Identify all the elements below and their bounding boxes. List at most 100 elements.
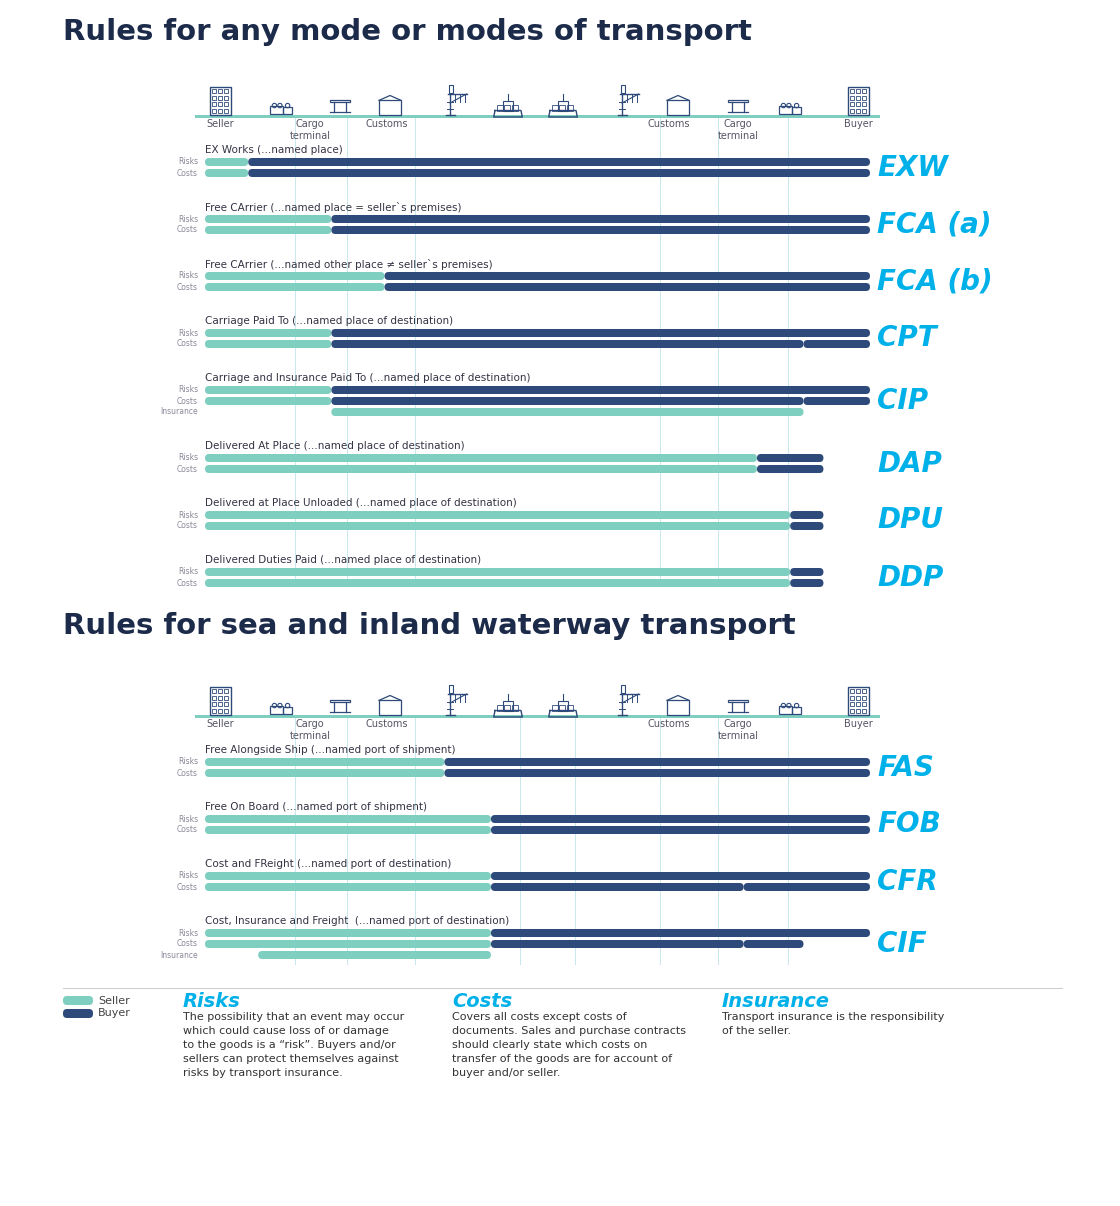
Bar xyxy=(856,702,860,707)
Text: Seller: Seller xyxy=(206,719,234,728)
Bar xyxy=(850,696,853,699)
FancyBboxPatch shape xyxy=(332,386,870,394)
Bar xyxy=(850,690,853,693)
Bar xyxy=(224,109,228,112)
Text: Costs: Costs xyxy=(177,883,198,891)
FancyBboxPatch shape xyxy=(205,340,332,349)
Text: FCA (a): FCA (a) xyxy=(877,211,991,239)
Bar xyxy=(224,89,228,93)
Bar xyxy=(780,106,792,113)
Bar xyxy=(209,687,231,715)
Bar xyxy=(212,702,216,707)
Text: Customs: Customs xyxy=(366,119,409,129)
Text: Delivered At Place (...named place of destination): Delivered At Place (...named place of de… xyxy=(205,441,465,451)
Bar xyxy=(212,696,216,699)
Text: Delivered at Place Unloaded (...named place of destination): Delivered at Place Unloaded (...named pl… xyxy=(205,498,516,508)
FancyBboxPatch shape xyxy=(259,952,491,959)
Bar xyxy=(497,105,503,111)
Bar xyxy=(622,685,625,693)
FancyBboxPatch shape xyxy=(791,511,823,519)
Bar xyxy=(512,706,517,712)
Bar xyxy=(209,87,231,115)
FancyBboxPatch shape xyxy=(803,397,870,405)
Bar xyxy=(856,696,860,699)
Text: Costs: Costs xyxy=(177,226,198,234)
Bar xyxy=(503,101,513,111)
FancyBboxPatch shape xyxy=(205,273,384,280)
Text: Carriage and Insurance Paid To (...named place of destination): Carriage and Insurance Paid To (...named… xyxy=(205,373,531,384)
Text: Risks: Risks xyxy=(178,158,198,166)
Text: DDP: DDP xyxy=(877,563,943,591)
Text: Insurance: Insurance xyxy=(722,993,830,1011)
Bar xyxy=(212,690,216,693)
FancyBboxPatch shape xyxy=(205,872,491,880)
Bar xyxy=(856,103,860,106)
FancyBboxPatch shape xyxy=(205,883,491,891)
FancyBboxPatch shape xyxy=(332,215,870,223)
Text: Rules for sea and inland waterway transport: Rules for sea and inland waterway transp… xyxy=(63,611,795,640)
Text: Costs: Costs xyxy=(177,825,198,835)
FancyBboxPatch shape xyxy=(332,397,803,405)
FancyBboxPatch shape xyxy=(757,453,823,462)
Text: CPT: CPT xyxy=(877,324,936,352)
Bar xyxy=(666,701,689,715)
FancyBboxPatch shape xyxy=(205,579,791,587)
Text: Cargo
terminal: Cargo terminal xyxy=(718,719,758,740)
Bar xyxy=(504,105,510,111)
Bar xyxy=(224,690,228,693)
Bar xyxy=(856,89,860,93)
FancyBboxPatch shape xyxy=(205,568,791,576)
Text: CIP: CIP xyxy=(877,387,928,415)
Text: Carriage Paid To (...named place of destination): Carriage Paid To (...named place of dest… xyxy=(205,316,454,326)
FancyBboxPatch shape xyxy=(205,386,332,394)
Text: Customs: Customs xyxy=(647,119,690,129)
Text: Buyer: Buyer xyxy=(843,119,872,129)
FancyBboxPatch shape xyxy=(205,466,757,473)
Text: FOB: FOB xyxy=(877,810,941,838)
FancyBboxPatch shape xyxy=(491,826,870,835)
Bar xyxy=(218,696,222,699)
Bar xyxy=(449,685,454,693)
Bar xyxy=(212,89,216,93)
Text: Risks: Risks xyxy=(178,872,198,880)
Bar xyxy=(567,105,572,111)
Bar xyxy=(856,95,860,100)
Text: Cargo
terminal: Cargo terminal xyxy=(289,119,330,141)
Text: FCA (b): FCA (b) xyxy=(877,268,992,295)
Text: EX Works (...named place): EX Works (...named place) xyxy=(205,145,343,156)
Bar xyxy=(850,709,853,713)
FancyBboxPatch shape xyxy=(205,815,491,822)
Bar xyxy=(856,709,860,713)
Bar xyxy=(848,87,868,115)
FancyBboxPatch shape xyxy=(205,329,332,336)
Bar xyxy=(497,706,503,712)
FancyBboxPatch shape xyxy=(744,883,870,891)
Bar xyxy=(792,107,801,113)
FancyBboxPatch shape xyxy=(757,466,823,473)
FancyBboxPatch shape xyxy=(332,226,870,234)
FancyBboxPatch shape xyxy=(205,453,757,462)
Bar xyxy=(218,109,222,112)
Text: Free CArrier (...named other place ≠ seller`s premises): Free CArrier (...named other place ≠ sel… xyxy=(205,259,493,270)
Text: Risks: Risks xyxy=(178,215,198,223)
Text: Risks: Risks xyxy=(178,814,198,824)
Bar xyxy=(218,702,222,707)
Bar xyxy=(270,706,283,714)
Bar xyxy=(850,89,853,93)
Bar xyxy=(850,109,853,112)
Bar xyxy=(850,103,853,106)
Text: CIF: CIF xyxy=(877,930,926,958)
Text: Costs: Costs xyxy=(177,282,198,292)
Text: EXW: EXW xyxy=(877,153,948,181)
Text: Free On Board (...named port of shipment): Free On Board (...named port of shipment… xyxy=(205,802,427,812)
Bar xyxy=(212,709,216,713)
FancyBboxPatch shape xyxy=(332,329,870,336)
FancyBboxPatch shape xyxy=(384,273,870,280)
Bar xyxy=(792,707,801,714)
Bar xyxy=(195,715,880,718)
Bar xyxy=(224,696,228,699)
FancyBboxPatch shape xyxy=(491,815,870,822)
Bar xyxy=(728,699,748,702)
FancyBboxPatch shape xyxy=(205,759,445,766)
Bar xyxy=(856,690,860,693)
